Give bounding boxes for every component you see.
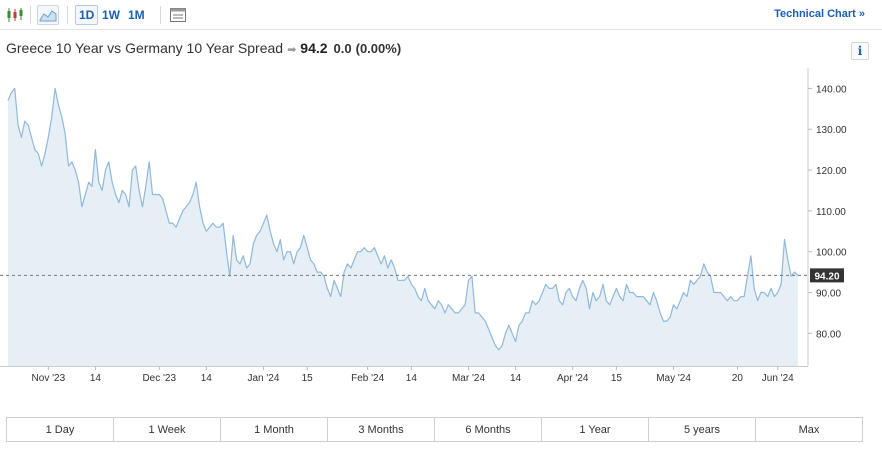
x-tick-label: Jun '24 (762, 373, 794, 384)
chart-toolbar: 1D 1W 1M Technical Chart » (0, 0, 882, 30)
range-max-button[interactable]: Max (756, 418, 862, 441)
area-chart-icon[interactable] (37, 5, 59, 25)
series-area-fill (8, 88, 798, 367)
price-chart: Investing.com 80.0090.00100.00110.00120.… (0, 68, 847, 384)
timeframe-1w-button[interactable]: 1W (102, 8, 120, 22)
chart-area: Investing.com 80.0090.00100.00110.00120.… (0, 68, 882, 398)
last-value-badge (810, 268, 844, 283)
x-tick-label: 14 (90, 373, 102, 384)
x-tick-label: 14 (510, 373, 522, 384)
info-icon[interactable]: i (851, 42, 869, 60)
toolbar-divider (30, 6, 31, 24)
series-line (7, 87, 799, 351)
last-price: 94.2 (300, 40, 328, 56)
timeframe-1m-button[interactable]: 1M (128, 8, 145, 22)
candlestick-icon[interactable] (4, 5, 26, 25)
x-tick-label: Nov '23 (32, 373, 66, 384)
x-tick-label: 15 (611, 373, 623, 384)
range-selector: 1 Day 1 Week 1 Month 3 Months 6 Months 1… (6, 417, 863, 442)
y-tick-label: 140.00 (816, 84, 847, 95)
y-tick-label: 90.00 (816, 289, 841, 300)
x-tick-label: Feb '24 (351, 373, 384, 384)
y-tick-label: 120.00 (816, 166, 847, 177)
y-tick-label: 80.00 (816, 329, 841, 340)
toolbar-divider (160, 6, 161, 24)
instrument-name: Greece 10 Year vs Germany 10 Year Spread (6, 40, 284, 56)
toolbar-divider (67, 6, 68, 24)
y-tick-label: 130.00 (816, 125, 847, 136)
x-tick-label: 15 (302, 373, 314, 384)
chart-settings-icon[interactable] (167, 5, 189, 25)
instrument-header: Greece 10 Year vs Germany 10 Year Spread… (6, 40, 401, 60)
y-tick-label: 110.00 (816, 207, 846, 218)
price-change: 0.0 (333, 41, 352, 56)
range-6-months-button[interactable]: 6 Months (435, 418, 542, 441)
x-tick-label: Apr '24 (557, 373, 589, 384)
x-tick-label: Dec '23 (142, 373, 176, 384)
range-1-week-button[interactable]: 1 Week (114, 418, 221, 441)
range-1-day-button[interactable]: 1 Day (7, 418, 114, 441)
price-change-percent: (0.00%) (355, 41, 402, 56)
x-tick-label: Jan '24 (247, 373, 279, 384)
flat-arrow-icon: ➡ (287, 44, 297, 56)
last-value-label: 94.20 (814, 271, 839, 282)
range-5-years-button[interactable]: 5 years (649, 418, 756, 441)
timeframe-1d-button[interactable]: 1D (75, 5, 99, 25)
range-3-months-button[interactable]: 3 Months (328, 418, 435, 441)
range-1-year-button[interactable]: 1 Year (542, 418, 649, 441)
y-tick-label: 100.00 (816, 248, 847, 259)
x-tick-label: May '24 (656, 373, 691, 384)
x-tick-label: 20 (732, 373, 744, 384)
technical-chart-link[interactable]: Technical Chart » (774, 8, 865, 20)
range-1-month-button[interactable]: 1 Month (221, 418, 328, 441)
x-tick-label: Mar '24 (452, 373, 485, 384)
x-tick-label: 14 (406, 373, 418, 384)
x-tick-label: 14 (201, 373, 213, 384)
